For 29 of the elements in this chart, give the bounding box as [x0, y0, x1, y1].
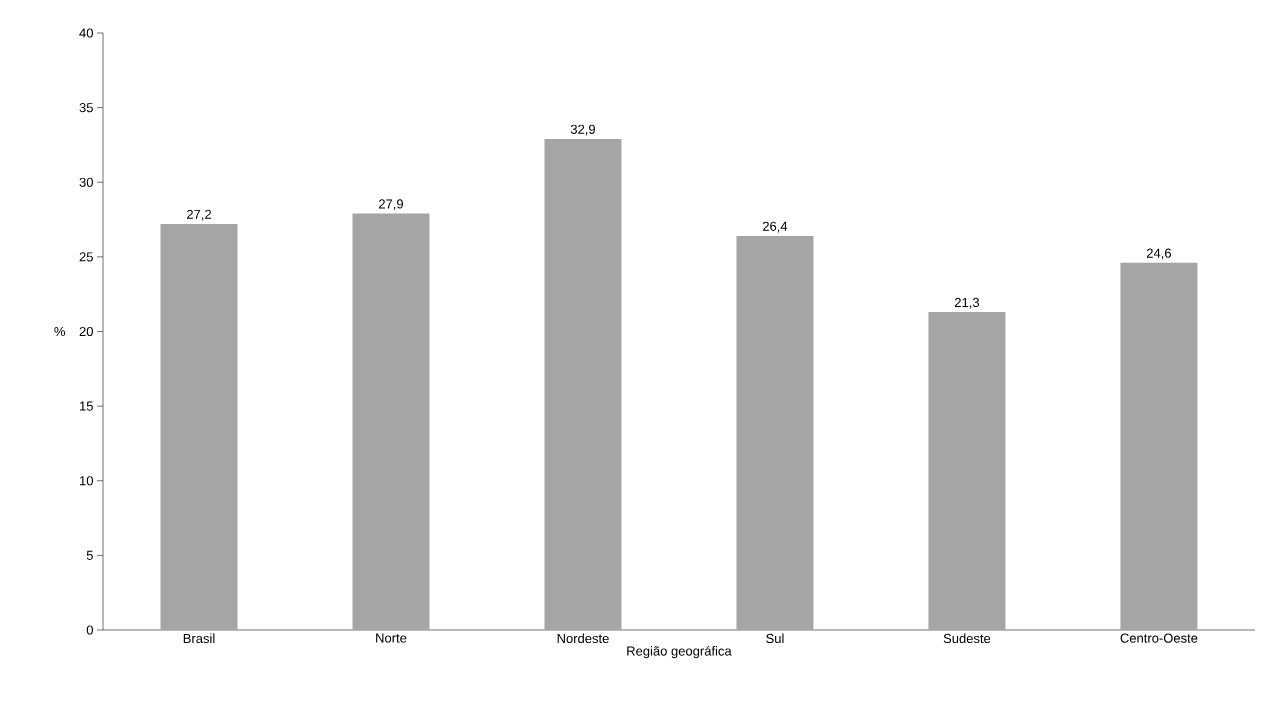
data-label: 32,9 [570, 124, 596, 136]
y-tick-label: 40 [79, 28, 93, 38]
x-tick-label: Nordeste [557, 633, 609, 644]
bar [1120, 262, 1198, 630]
bar [928, 312, 1006, 630]
x-tick-label: Sul [766, 633, 784, 644]
x-tick-label: Sudeste [943, 633, 991, 644]
y-tick-label: 10 [80, 476, 93, 486]
bar [160, 224, 238, 630]
y-tick-label: 0 [86, 625, 93, 635]
y-tick-label: 15 [80, 401, 93, 411]
bar [352, 213, 430, 630]
data-label: 27,9 [378, 199, 404, 211]
x-tick-label: Brasil [183, 633, 215, 644]
y-tick-label: 25 [79, 252, 93, 262]
y-axis-title: % [54, 326, 66, 337]
y-tick-label: 35 [79, 103, 93, 113]
data-label: 24,6 [1146, 248, 1172, 260]
data-label: 27,2 [187, 209, 211, 221]
bar [736, 235, 814, 630]
x-tick-label: Norte [376, 633, 407, 643]
y-tick-label: 20 [79, 326, 93, 337]
data-label: 26,4 [762, 221, 788, 233]
x-axis-title: Região geográfica [627, 645, 732, 659]
bar [544, 138, 622, 630]
data-label: 21,3 [954, 297, 980, 309]
y-tick-label: 5 [86, 550, 93, 560]
x-tick-label: Centro-Oeste [1120, 633, 1198, 643]
y-tick-label: 30 [79, 177, 93, 187]
